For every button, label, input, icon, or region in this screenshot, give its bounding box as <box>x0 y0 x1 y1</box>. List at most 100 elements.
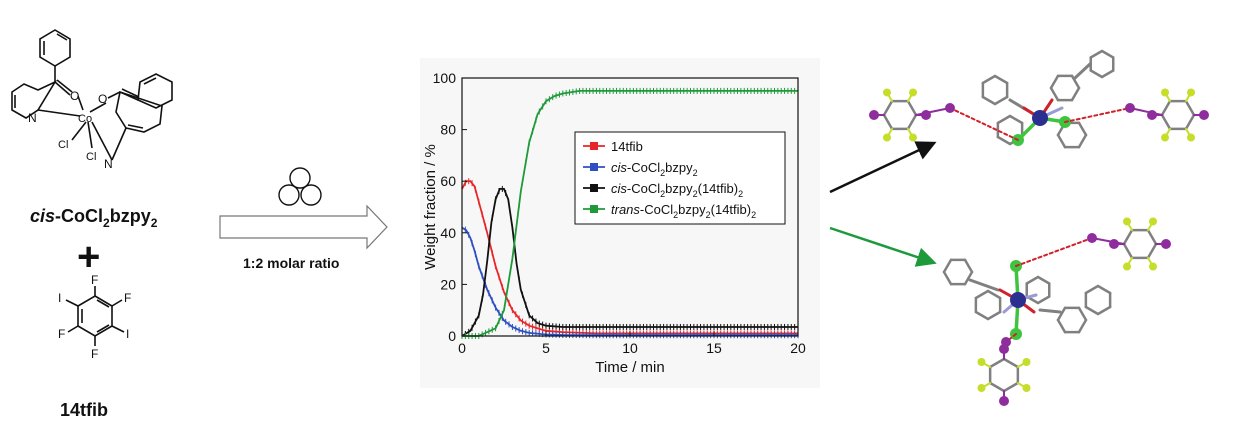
bond <box>974 310 990 321</box>
bond <box>1160 113 1172 131</box>
arrow-to-trans-product <box>829 226 937 267</box>
legend-label: 14tfib <box>611 139 643 154</box>
iodine-atom <box>869 110 879 120</box>
series-markers-2 <box>461 185 799 339</box>
bond <box>986 310 1002 321</box>
molar-ratio-label: 1:2 molar ratio <box>243 255 339 271</box>
bond <box>1070 74 1081 90</box>
bond <box>882 99 894 117</box>
y-tick-label: 40 <box>440 225 456 241</box>
bond <box>1056 306 1067 322</box>
bond <box>1077 306 1088 322</box>
cobalt-atom <box>1032 110 1048 126</box>
fluorine-atom <box>1123 217 1131 226</box>
fluorine-atom <box>1161 88 1169 97</box>
bond <box>1077 121 1088 137</box>
cis-cocrystal-structure <box>869 49 1209 149</box>
bond <box>1005 333 1017 343</box>
legend-label: cis-CoCl2bzpy2(14tfib)2 <box>611 181 743 199</box>
bond <box>1084 284 1100 295</box>
y-tick-label: 20 <box>440 276 456 292</box>
bond <box>963 258 974 274</box>
x-tick-label: 20 <box>790 340 806 356</box>
bond <box>1129 107 1163 116</box>
atom-i-left: I <box>58 291 61 305</box>
bond <box>1049 86 1060 102</box>
bond <box>1002 357 1020 369</box>
x-tick-label: 15 <box>706 340 722 356</box>
reactant-panel: O O Co Cl Cl N N cis-CoCl2bzpy2 + F F I … <box>11 29 173 420</box>
x-tick-label: 5 <box>542 340 550 356</box>
bond <box>986 289 1002 300</box>
bond <box>1146 228 1158 246</box>
complex-label: cis-CoCl2bzpy2 <box>30 206 158 230</box>
bond <box>1184 113 1196 131</box>
fluorine-atom <box>1161 133 1169 142</box>
bond <box>1077 133 1088 149</box>
legend-swatch-marker <box>590 184 598 192</box>
atom-cl-1: Cl <box>58 139 68 151</box>
legend-swatch-marker <box>590 163 598 171</box>
bond <box>1056 133 1067 149</box>
bond <box>1077 318 1088 334</box>
iodine-atom <box>1087 233 1097 243</box>
bond <box>963 270 974 286</box>
y-tick-label: 0 <box>448 328 456 344</box>
fluorine-atom <box>883 133 891 142</box>
kinetics-chart: 0 5 10 15 20 0 20 40 60 80 100 Time / min Weight fra… <box>420 58 820 388</box>
legend-label: cis-CoCl2bzpy2 <box>611 160 698 178</box>
bond <box>906 99 918 117</box>
bond <box>882 113 894 131</box>
legend-label: trans-CoCl2bzpy2(14tfib)2 <box>611 202 756 220</box>
bond <box>996 135 1012 146</box>
cis-complex-structure <box>11 29 173 161</box>
bond <box>1096 305 1112 316</box>
bond <box>1089 69 1104 79</box>
bond <box>981 74 997 85</box>
fluorine-atom <box>1022 384 1031 392</box>
bond <box>1064 107 1131 123</box>
y-tick-label: 80 <box>440 122 456 138</box>
atom-f-right: F <box>124 291 131 305</box>
bond <box>1122 228 1134 246</box>
bond <box>993 74 1009 85</box>
bond <box>906 113 918 131</box>
iodine-atom <box>999 396 1009 406</box>
bond <box>1146 242 1158 260</box>
fluorine-atom <box>1123 262 1131 271</box>
bond <box>974 289 990 300</box>
x-tick-label: 10 <box>622 340 638 356</box>
plus-sign: + <box>77 235 100 279</box>
fluorine-atom <box>1149 262 1157 271</box>
fluorine-atom <box>1149 217 1157 226</box>
legend-box <box>574 131 786 225</box>
legend-swatch-marker <box>590 142 598 150</box>
ball-mill-icon <box>278 167 322 206</box>
tetrafluoroiodobenzene-structure <box>65 286 125 346</box>
y-tick-label: 60 <box>440 173 456 189</box>
bond <box>1036 295 1051 305</box>
x-axis-label: Time / min <box>595 359 664 376</box>
bond <box>1056 318 1067 334</box>
bond <box>942 270 953 286</box>
x-tick-label: 0 <box>458 340 466 356</box>
bond <box>1036 275 1051 285</box>
bond <box>1073 62 1092 80</box>
fluorine-atom <box>909 133 917 142</box>
coformer-label: 14tfib <box>60 400 108 420</box>
trans-cocrystal-structure <box>942 217 1171 406</box>
arrow-to-cis-product <box>829 141 937 194</box>
bond <box>1096 284 1112 295</box>
bond <box>968 278 1000 292</box>
chart-legend: 14tfib cis-CoCl2bzpy2 cis-CoCl2bzpy2(14tfi… <box>574 131 786 225</box>
bond <box>1002 381 1020 393</box>
fluorine-atom <box>977 358 986 366</box>
product-structures <box>869 49 1209 406</box>
fluorine-atom <box>1187 88 1195 97</box>
bond <box>1025 275 1040 285</box>
cobalt-atom <box>1010 292 1026 308</box>
bond <box>1100 69 1115 79</box>
atom-f-top: F <box>91 273 98 287</box>
iodine-atom <box>945 103 955 113</box>
process-arrow-panel: 1:2 molar ratio <box>219 167 388 271</box>
